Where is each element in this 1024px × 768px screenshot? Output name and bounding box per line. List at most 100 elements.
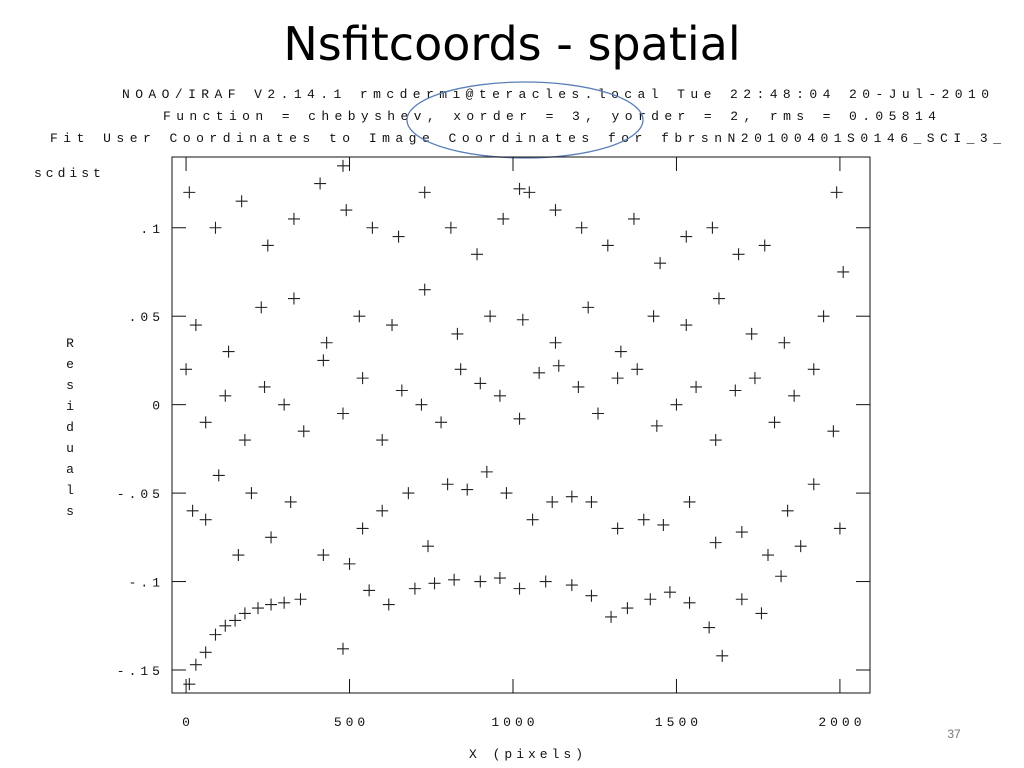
plus-marker [755, 607, 768, 620]
plus-marker [287, 292, 300, 305]
plus-marker [745, 327, 758, 340]
y-label: Residuals [63, 336, 78, 525]
plus-marker [418, 186, 431, 199]
plus-marker [336, 159, 349, 172]
plus-marker [712, 292, 725, 305]
y-tick-label: .05 [129, 310, 164, 325]
plus-marker [382, 598, 395, 611]
plus-marker [261, 239, 274, 252]
plot-frame [171, 156, 871, 694]
plus-marker [340, 204, 353, 217]
y-tick-label: -.15 [117, 664, 164, 679]
plus-marker [513, 182, 526, 195]
header-line: Function = chebyshev, xorder = 3, yorder… [163, 109, 940, 124]
plus-marker [435, 416, 448, 429]
plus-marker [732, 248, 745, 261]
plus-marker [709, 536, 722, 549]
plus-marker [238, 607, 251, 620]
plus-marker [209, 628, 222, 641]
plus-marker [421, 540, 434, 553]
plus-marker [219, 389, 232, 402]
plus-marker [807, 363, 820, 376]
plus-marker [189, 658, 202, 671]
y-tick-label: .1 [140, 222, 164, 237]
plus-marker [235, 195, 248, 208]
plus-marker [474, 377, 487, 390]
plus-marker [258, 380, 271, 393]
plus-marker [654, 257, 667, 270]
plus-marker [222, 345, 235, 358]
plus-marker [794, 540, 807, 553]
plus-marker [336, 642, 349, 655]
plus-marker [621, 602, 634, 615]
plot-area: .1 .05 0 -.05 -.1 -.15 0 500 1000 1500 2000 [117, 157, 870, 730]
plus-marker [451, 327, 464, 340]
plus-marker [663, 586, 676, 599]
plus-marker [199, 513, 212, 526]
plus-marker [294, 593, 307, 606]
plus-marker [366, 221, 379, 234]
plus-marker [199, 416, 212, 429]
plus-marker [575, 221, 588, 234]
plus-marker [386, 319, 399, 332]
plus-marker [219, 619, 232, 632]
plus-marker [183, 678, 196, 691]
plus-marker [761, 549, 774, 562]
plus-marker [180, 363, 193, 376]
page-number: 37 [947, 727, 961, 741]
x-tick-label: 1000 [491, 715, 538, 730]
plus-marker [758, 239, 771, 252]
x-tick-label: 500 [334, 715, 369, 730]
plus-marker [353, 310, 366, 323]
plus-marker [585, 589, 598, 602]
plus-marker [572, 380, 585, 393]
plus-marker [830, 186, 843, 199]
plus-marker [428, 577, 441, 590]
x-tick-label: 2000 [818, 715, 865, 730]
plus-marker [735, 526, 748, 539]
header-line: NOAO/IRAF V2.14.1 rmcdermi@teracles.loca… [122, 87, 993, 102]
plus-marker [807, 478, 820, 491]
plus-marker [683, 495, 696, 508]
plus-marker [284, 495, 297, 508]
plus-marker [647, 310, 660, 323]
plus-marker [523, 186, 536, 199]
plus-marker [837, 265, 850, 278]
plus-marker [716, 649, 729, 662]
plus-marker [376, 504, 389, 517]
plus-marker [474, 575, 487, 588]
plus-marker [186, 504, 199, 517]
plus-marker [314, 177, 327, 190]
plus-marker [493, 389, 506, 402]
x-tick-label: 0 [182, 715, 194, 730]
y-tick-label: -.05 [117, 487, 164, 502]
plus-marker [637, 513, 650, 526]
plus-marker [183, 186, 196, 199]
slide-title: Nsfitcoords - spatial [283, 17, 740, 71]
plus-marker [775, 570, 788, 583]
plus-marker [565, 490, 578, 503]
plus-marker [788, 389, 801, 402]
plus-marker [709, 434, 722, 447]
plus-marker [539, 575, 552, 588]
plus-marker [533, 366, 546, 379]
plus-marker [611, 522, 624, 535]
plus-marker [670, 398, 683, 411]
plus-marker [278, 398, 291, 411]
plus-marker [448, 573, 461, 586]
plus-marker [189, 319, 202, 332]
plus-marker [546, 495, 559, 508]
plus-marker [778, 336, 791, 349]
plus-marker [706, 221, 719, 234]
plus-marker [287, 212, 300, 225]
y-tick-label: 0 [152, 399, 164, 414]
plus-marker [356, 522, 369, 535]
plus-marker [245, 487, 258, 500]
plus-marker [683, 596, 696, 609]
plus-marker [444, 221, 457, 234]
y-tick-label: -.1 [129, 576, 164, 591]
plus-marker [212, 469, 225, 482]
plus-marker [415, 398, 428, 411]
plus-marker [526, 513, 539, 526]
plus-marker [471, 248, 484, 261]
